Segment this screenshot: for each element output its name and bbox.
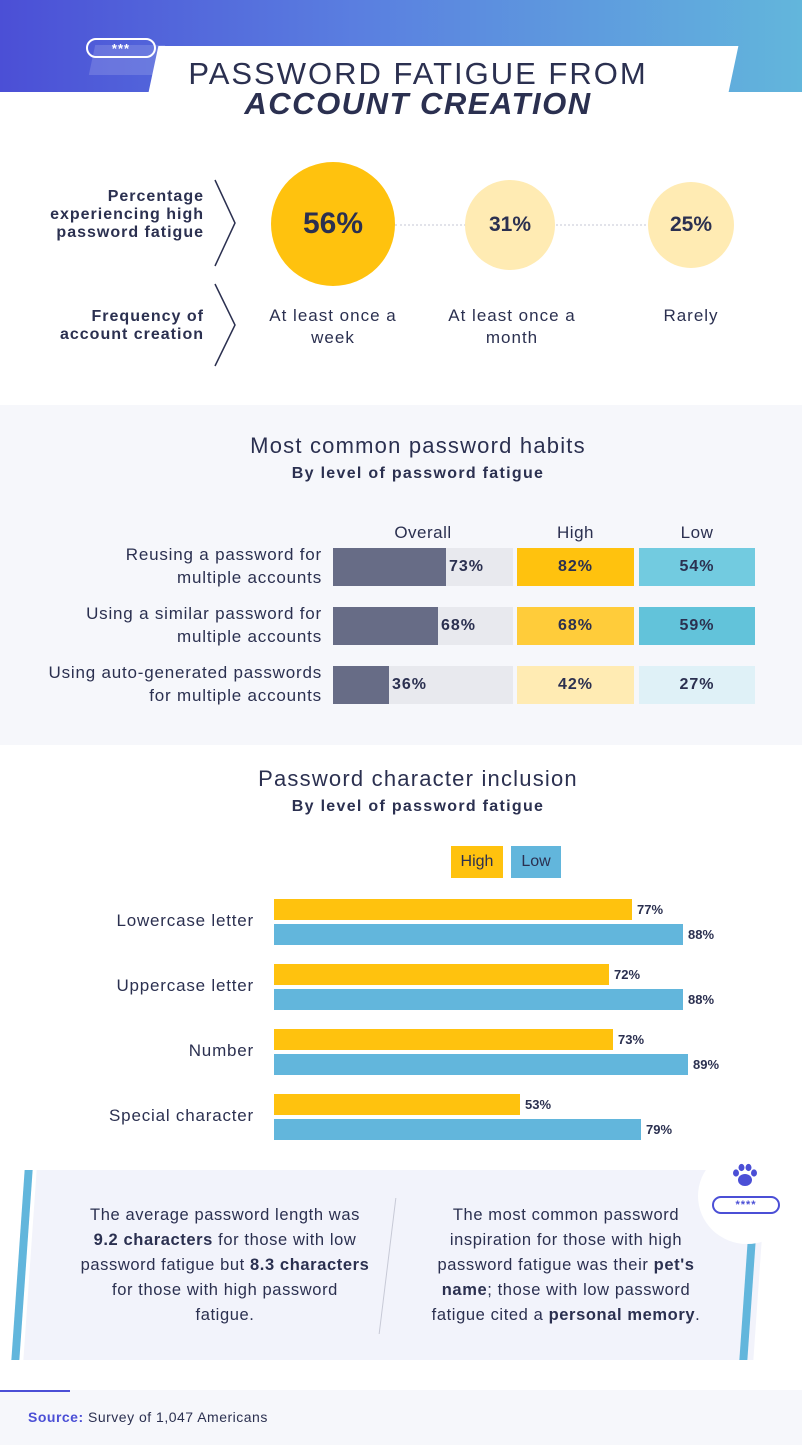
category-label: Number [188,1041,254,1060]
bar-high [274,1094,520,1115]
low-value-cell: 54% [639,548,755,586]
callout-password-length: The average password length was 9.2 char… [80,1203,370,1328]
fatigue-circle-rarely: 25% [648,182,734,268]
chevron-right-icon [214,283,236,367]
characters-title: Password character inclusion [258,766,578,791]
callout-text: for those with low password fatigue but [80,1231,357,1274]
frequency-row-label: Frequency of account creation [60,308,204,344]
password-field-icon: **** [712,1196,780,1214]
source-label: Source: [28,1409,84,1425]
fatigue-circle-weekly: 56% [271,162,395,286]
category-label: Uppercase letter [116,976,254,995]
habit-label-line: Reusing a password for [125,545,322,564]
overall-bar-track: 36% [333,666,513,704]
frequency-label: At least once a month [448,306,576,347]
low-value-cell: 59% [639,607,755,645]
fatigue-row-label: Percentage experiencing high password fa… [50,188,204,242]
callout-text: The most common password inspiration for… [437,1206,683,1274]
frequency-label: At least once a week [269,306,397,347]
fatigue-circle-monthly: 31% [465,180,555,270]
habit-label-line: Using a similar password for [86,604,322,623]
column-header-high: High [557,523,594,542]
bar-high [274,964,609,985]
footer [0,1390,802,1445]
habit-label: Using auto-generated passwords for multip… [49,661,322,707]
habit-label-line: multiple accounts [177,568,322,587]
bar-value-label: 53% [525,1097,552,1112]
overall-bar-track: 73% [333,548,513,586]
column-header-low: Low [680,523,714,542]
column-header-overall: Overall [394,523,452,542]
bar-low [274,1054,688,1075]
legend-high: High [451,846,503,878]
legend-low: Low [511,846,561,878]
bar-value-label: 88% [688,992,715,1007]
habits-subtitle: By level of password fatigue [291,465,545,482]
callout-text: for those with high password fatigue. [112,1281,338,1324]
label-line: experiencing high [50,206,204,223]
bar-value-label: 88% [688,927,715,942]
habit-label-line: Using auto-generated passwords [48,663,322,682]
bar-high [274,1029,613,1050]
page-title-line2: ACCOUNT CREATION [244,86,592,121]
footer-accent-line [0,1390,70,1392]
overall-bar [333,607,438,645]
bar-value-label: 89% [693,1057,720,1072]
frequency-label: Rarely [663,306,719,325]
habit-label-line: for multiple accounts [149,686,322,705]
habit-label-line: multiple accounts [177,627,322,646]
source-note: Source: Survey of 1,047 Americans [28,1409,268,1425]
bar-value-label: 79% [646,1122,673,1137]
overall-bar [333,548,446,586]
low-value-cell: 27% [639,666,755,704]
paw-icon [733,1163,757,1186]
bar-low [274,989,683,1010]
callout-emphasis: personal memory [548,1306,696,1324]
high-value-cell: 68% [517,607,634,645]
callout-emphasis: pet's name [441,1256,695,1299]
bar-low [274,1119,641,1140]
overall-bar-track: 68% [333,607,513,645]
high-value-cell: 82% [517,548,634,586]
callout-password-inspiration: The most common password inspiration for… [418,1203,714,1328]
bar-value-label: 77% [637,902,664,917]
page-title-line1: PASSWORD FATIGUE FROM [188,56,648,91]
overall-value: 73% [449,558,485,575]
callout-emphasis: 8.3 characters [250,1256,370,1274]
bar-value-label: 73% [618,1032,645,1047]
bar-value-label: 72% [614,967,641,982]
characters-subtitle: By level of password fatigue [291,798,545,815]
label-line: Percentage [107,188,204,205]
callout-emphasis: 9.2 characters [93,1231,213,1249]
overall-bar [333,666,389,704]
bar-high [274,899,632,920]
category-label: Special character [109,1106,254,1125]
overall-value: 68% [441,617,477,634]
source-text: Survey of 1,047 Americans [83,1409,268,1425]
habit-label: Reusing a password for multiple accounts [126,543,322,589]
callout-text: . [695,1306,701,1324]
callout-text: ; those with low password fatigue cited … [431,1281,691,1324]
habit-label: Using a similar password for multiple acc… [86,602,322,648]
password-field-icon: *** [86,38,156,58]
habits-title: Most common password habits [250,433,586,458]
label-line: password fatigue [56,224,204,241]
label-line: account creation [59,326,204,343]
chevron-right-icon [214,179,236,267]
bar-low [274,924,683,945]
label-line: Frequency of [91,308,204,325]
category-label: Lowercase letter [116,911,254,930]
overall-value: 36% [392,676,428,693]
high-value-cell: 42% [517,666,634,704]
callout-text: The average password length was [90,1206,360,1224]
header: *** [0,0,802,125]
